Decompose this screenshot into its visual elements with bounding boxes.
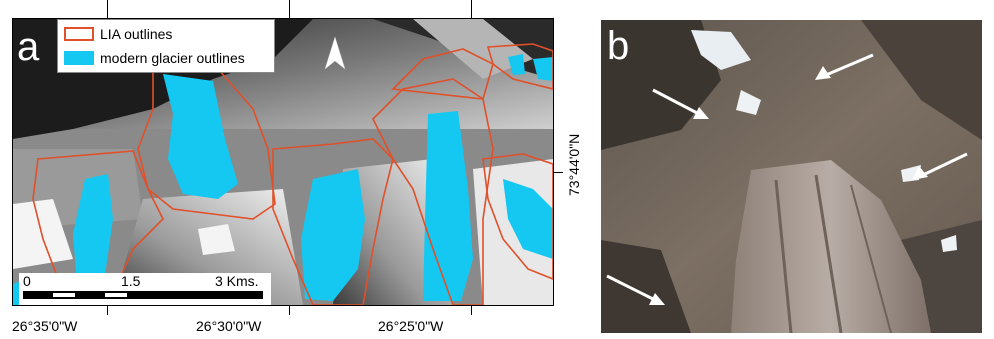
snow-patch [941, 235, 957, 252]
modern-glacier [301, 169, 365, 301]
axis-tick [289, 305, 290, 315]
white-arrow-icon [652, 88, 709, 119]
axis-tick [107, 305, 108, 315]
axis-tick [107, 0, 108, 18]
glacier-tongue [731, 160, 931, 333]
satellite-image [601, 20, 982, 333]
modern-glaciers [13, 54, 553, 305]
scale-bar-segment [105, 293, 127, 297]
hillshade-map [13, 19, 553, 305]
legend-item-modern: modern glacier outlines [64, 48, 245, 68]
latitude-label: 73°44'0"N [566, 133, 582, 196]
arrows [606, 53, 968, 305]
snow-patch [691, 30, 751, 70]
terrain-ridge [413, 19, 533, 79]
modern-glacier [533, 57, 553, 81]
scale-label-start: 0 [23, 273, 31, 289]
north-arrow-icon [324, 36, 346, 70]
shadowed-slope [861, 20, 982, 140]
satellite-panel-b: b [601, 20, 982, 333]
terrain-south-east [333, 159, 453, 305]
axis-tick [553, 172, 563, 173]
modern-swatch [64, 51, 94, 65]
map-legend: LIA outlines modern glacier outlines [57, 19, 275, 73]
scale-bar-black [23, 291, 263, 299]
scale-bar-background [19, 273, 271, 305]
white-arrow-icon [815, 53, 874, 80]
longitude-label: 26°35'0"W [12, 318, 78, 334]
legend-label: modern glacier outlines [100, 50, 245, 66]
scale-label-mid: 1.5 [121, 273, 141, 289]
snow-patch [198, 224, 235, 255]
lia-outline [391, 48, 494, 100]
lia-outline [272, 138, 394, 305]
medial-moraine [850, 184, 892, 333]
shadowed-slope [601, 20, 721, 150]
scale-bar: 0 1.5 3 Kms. [19, 273, 271, 305]
axis-tick [289, 0, 290, 18]
medial-moraine [814, 174, 843, 333]
white-arrow-icon [606, 274, 665, 305]
legend-item-lia: LIA outlines [64, 24, 172, 44]
legend-label: LIA outlines [100, 26, 173, 42]
lia-outline [137, 66, 276, 220]
snow-patch [13, 199, 73, 269]
shadowed-slope [601, 240, 691, 333]
map-panel-a: a LIA outlines modern glacier outlines 0… [12, 18, 554, 306]
scale-bar-segment [53, 293, 75, 297]
modern-glacier [423, 111, 473, 301]
lia-outlines [32, 43, 553, 305]
axis-tick [471, 305, 472, 315]
lia-swatch [64, 27, 94, 41]
axis-tick [471, 0, 472, 18]
panel-letter: b [607, 24, 630, 68]
medial-moraine [774, 179, 793, 333]
scale-label-end: 3 Kms. [215, 273, 259, 289]
longitude-label: 26°25'0"W [378, 318, 444, 334]
modern-glacier [163, 74, 238, 199]
lia-outline [482, 153, 553, 280]
white-arrow-icon [912, 152, 968, 180]
panel-letter: a [17, 25, 40, 69]
modern-glacier [508, 54, 525, 75]
modern-glacier [73, 174, 113, 297]
snow-patch [736, 90, 761, 115]
modern-glacier [503, 179, 553, 259]
lia-outline [372, 78, 494, 305]
longitude-label: 26°30'0"W [196, 318, 262, 334]
